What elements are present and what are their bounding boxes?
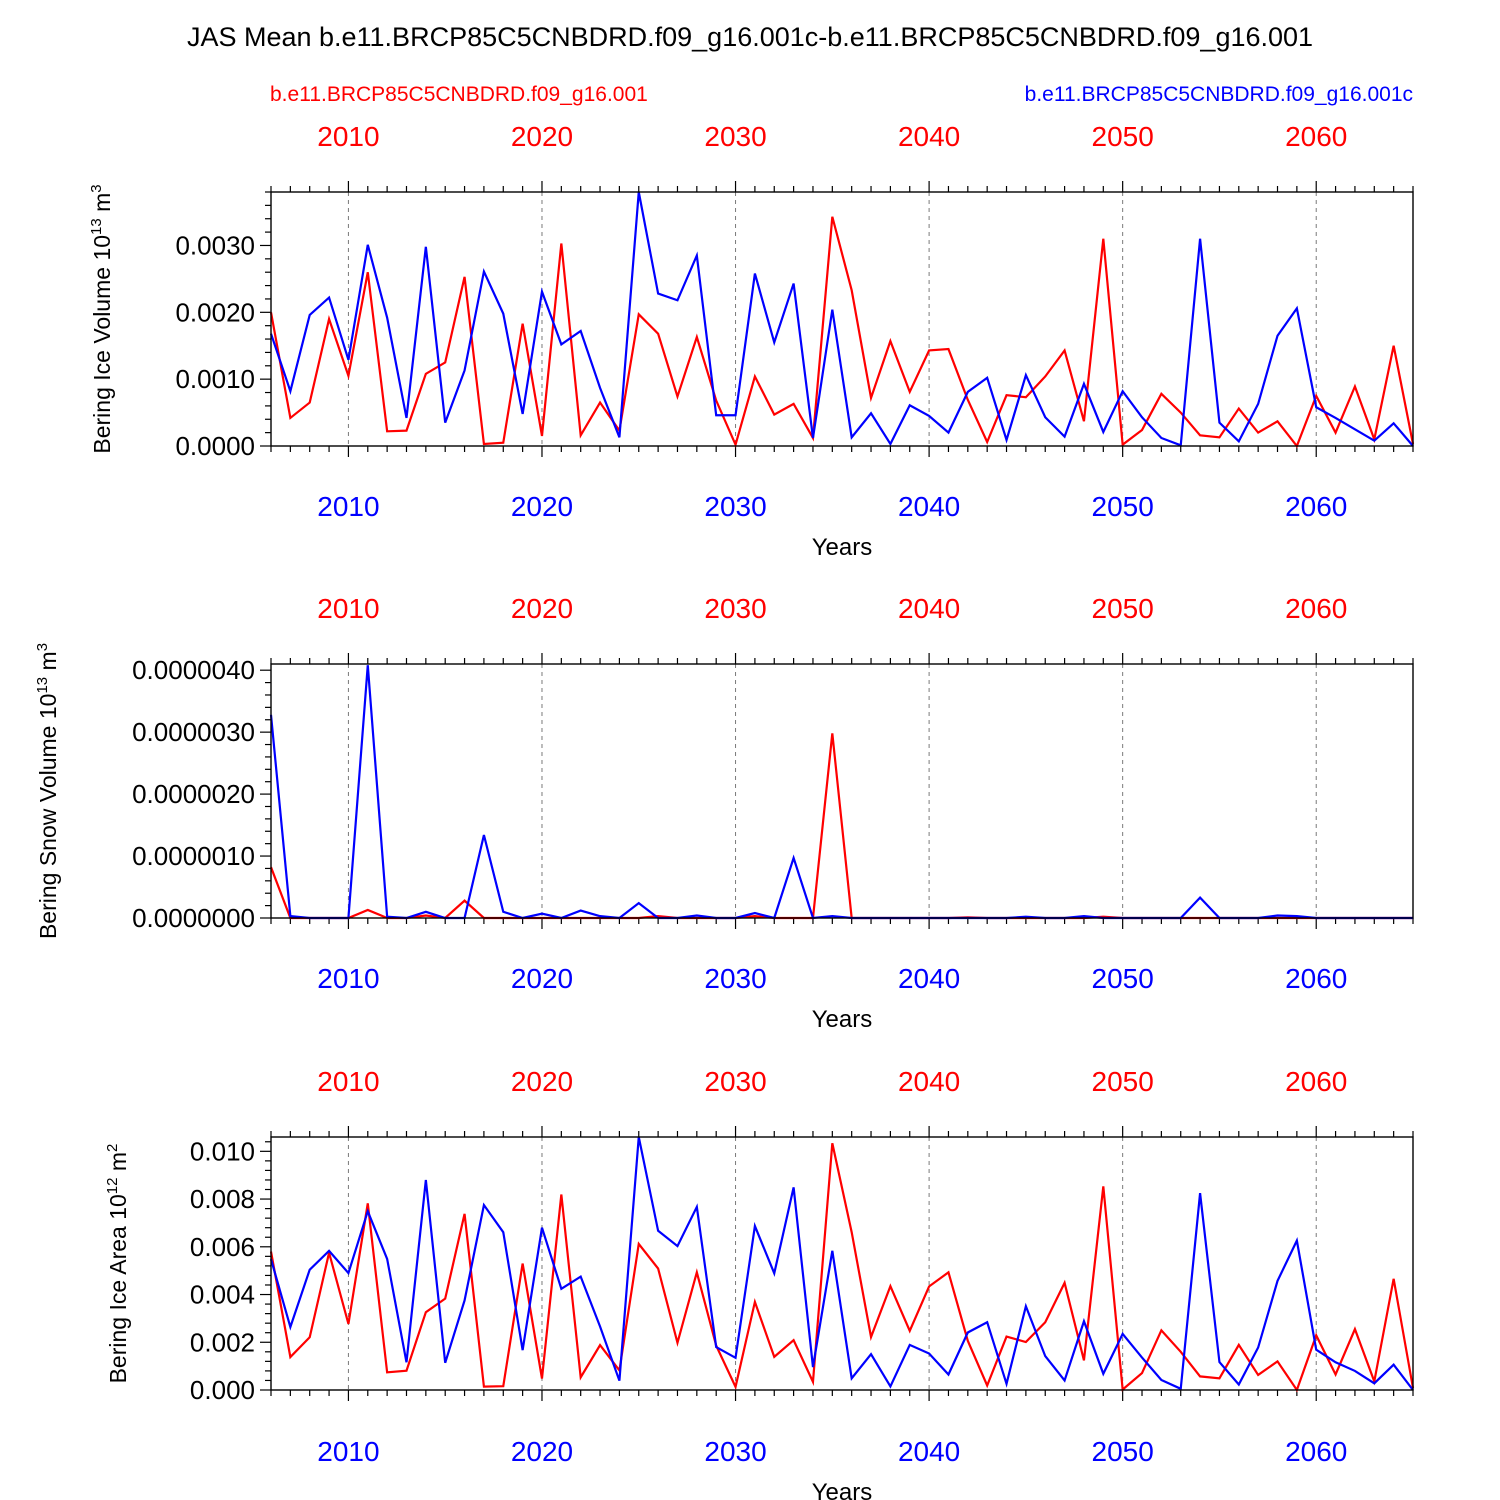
y-axis-label: Bering Snow Volume 1013 m3 (34, 643, 61, 939)
x-bottom-tick-label: 2040 (898, 491, 960, 522)
x-bottom-tick-label: 2060 (1285, 1436, 1347, 1467)
chart-panel-2: 0.0000000 0.0000010 0.0000020 0.0000030 0.00… (34, 593, 1414, 1033)
x-top-tick-label: 2040 (898, 121, 960, 152)
x-bottom-tick-label: 2010 (317, 491, 379, 522)
x-bottom-tick-label: 2030 (704, 963, 766, 994)
x-bottom-tick-label: 2060 (1285, 963, 1347, 994)
x-bottom-tick-label: 2050 (1092, 963, 1154, 994)
chart-panel-3: 0.000 0.002 0.004 0.006 0.008 0.010 2010 2010 20… (104, 1066, 1415, 1500)
series-line-blue (269, 665, 1413, 920)
y-tick-label: 0.010 (190, 1136, 255, 1166)
x-top-tick-label: 2050 (1092, 121, 1154, 152)
x-top-tick-label: 2030 (704, 1066, 766, 1097)
x-top-tick-label: 2050 (1092, 593, 1154, 624)
x-top-tick-label: 2060 (1285, 1066, 1347, 1097)
y-tick-label: 0.008 (190, 1184, 255, 1214)
y-tick-label: 0.0000010 (132, 841, 255, 871)
x-axis-label: Years (812, 1479, 873, 1500)
x-top-tick-label: 2010 (317, 121, 379, 152)
y-tick-label: 0.0000020 (132, 779, 255, 809)
series-line-blue (269, 1136, 1414, 1391)
y-tick-label: 0.0000030 (132, 717, 255, 747)
x-top-tick-label: 2040 (898, 1066, 960, 1097)
x-top-tick-label: 2030 (704, 121, 766, 152)
x-bottom-tick-label: 2050 (1092, 491, 1154, 522)
y-tick-label: 0.0030 (175, 230, 255, 260)
x-top-tick-label: 2060 (1285, 593, 1347, 624)
x-axis-label: Years (812, 1006, 873, 1033)
y-tick-label: 0.0000040 (132, 655, 255, 685)
x-top-tick-label: 2010 (317, 593, 379, 624)
series-line-blue (269, 191, 1414, 447)
x-bottom-tick-label: 2020 (511, 491, 573, 522)
y-tick-label: 0.000 (190, 1375, 255, 1405)
x-bottom-tick-label: 2060 (1285, 491, 1347, 522)
chart-panels: 0.0000 0.0010 0.0020 0.0030 2010 2010 2020 2020… (34, 121, 1415, 1500)
series-line-red (269, 216, 1415, 449)
legend-red-label: b.e11.BRCP85C5CNBDRD.f09_g16.001 (270, 83, 648, 106)
plot-frame (270, 663, 1414, 919)
legend-blue-label: b.e11.BRCP85C5CNBDRD.f09_g16.001c (1025, 83, 1413, 106)
x-bottom-tick-label: 2030 (704, 1436, 766, 1467)
y-tick-label: 0.004 (190, 1280, 255, 1310)
y-axis-label: Bering Ice Volume 1013 m3 (88, 184, 115, 453)
x-bottom-tick-label: 2050 (1092, 1436, 1154, 1467)
plot-frame (270, 191, 1414, 447)
y-tick-label: 0.002 (190, 1327, 255, 1357)
x-top-tick-label: 2030 (704, 593, 766, 624)
y-axis-label: Bering Ice Area 1012 m2 (104, 1144, 131, 1384)
x-bottom-tick-label: 2020 (511, 1436, 573, 1467)
series-line-red (269, 1142, 1415, 1393)
series-line-red (269, 733, 1413, 920)
x-bottom-tick-label: 2040 (898, 963, 960, 994)
x-axis-label: Years (812, 534, 873, 561)
y-tick-label: 0.0000000 (132, 903, 255, 933)
x-top-tick-label: 2040 (898, 593, 960, 624)
x-top-tick-label: 2020 (511, 1066, 573, 1097)
y-tick-label: 0.0020 (175, 297, 255, 327)
y-tick-label: 0.006 (190, 1232, 255, 1262)
plot-frame (270, 1136, 1414, 1391)
x-bottom-tick-label: 2020 (511, 963, 573, 994)
y-tick-label: 0.0010 (175, 364, 255, 394)
x-top-tick-label: 2020 (511, 593, 573, 624)
y-tick-label: 0.0000 (175, 431, 255, 461)
x-top-tick-label: 2060 (1285, 121, 1347, 152)
x-bottom-tick-label: 2010 (317, 963, 379, 994)
x-bottom-tick-label: 2040 (898, 1436, 960, 1467)
x-top-tick-label: 2010 (317, 1066, 379, 1097)
figure-title: JAS Mean b.e11.BRCP85C5CNBDRD.f09_g16.00… (187, 22, 1313, 52)
chart-panel-1: 0.0000 0.0010 0.0020 0.0030 2010 2010 2020 2020… (88, 121, 1415, 561)
x-bottom-tick-label: 2010 (317, 1436, 379, 1467)
x-bottom-tick-label: 2030 (704, 491, 766, 522)
x-top-tick-label: 2020 (511, 121, 573, 152)
x-top-tick-label: 2050 (1092, 1066, 1154, 1097)
